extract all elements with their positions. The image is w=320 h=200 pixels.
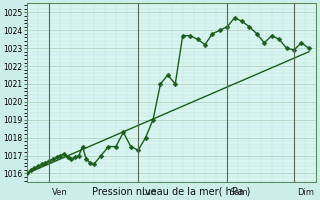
Text: Sam: Sam [230, 188, 248, 197]
Text: Dim: Dim [297, 188, 314, 197]
Text: Ven: Ven [52, 188, 68, 197]
X-axis label: Pression niveau de la mer( hPa ): Pression niveau de la mer( hPa ) [92, 187, 251, 197]
Text: Lun: Lun [141, 188, 156, 197]
